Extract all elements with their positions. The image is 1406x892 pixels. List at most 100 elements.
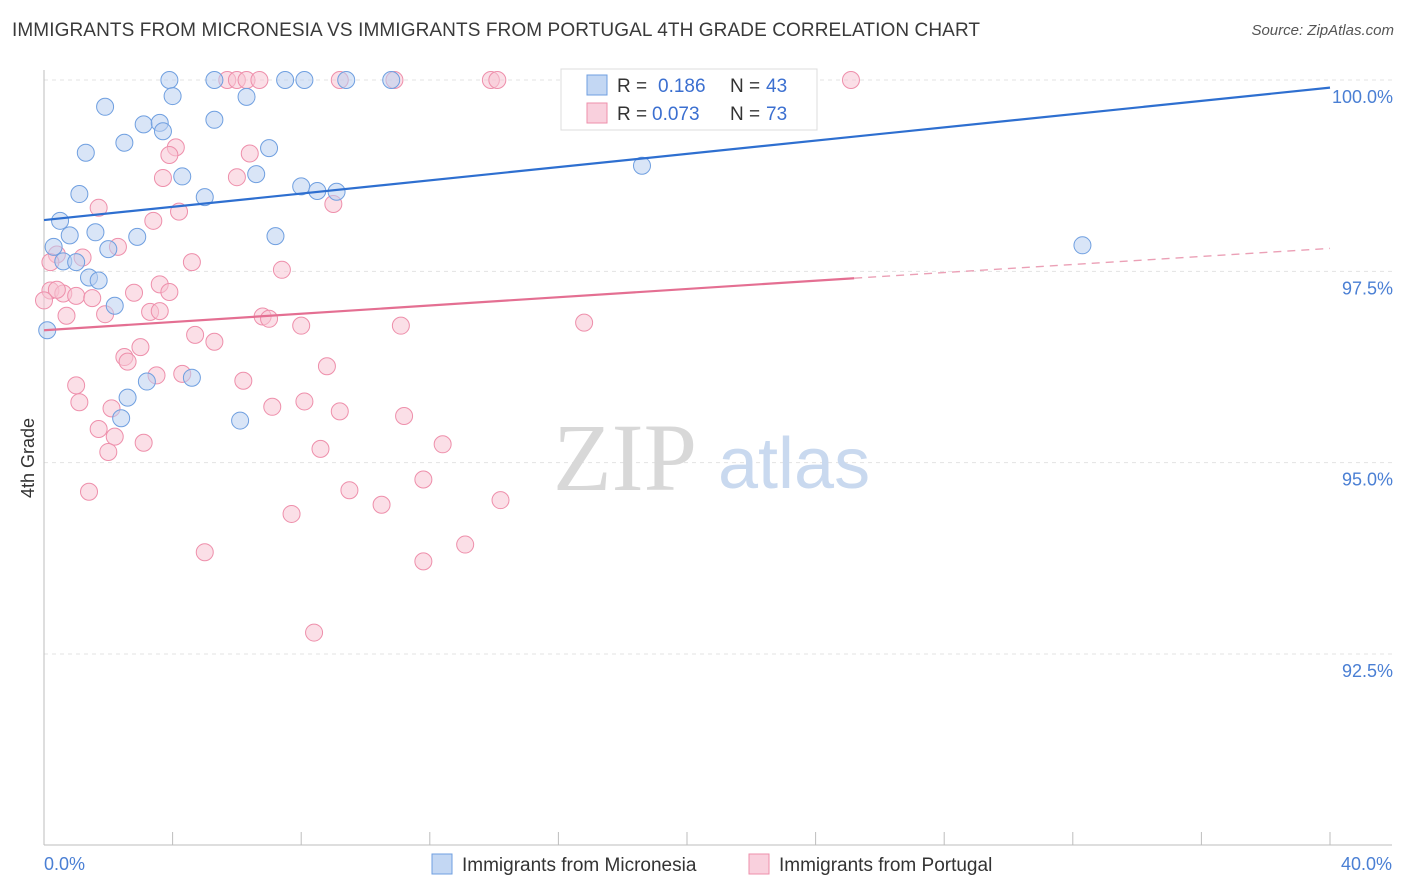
data-point-portugal [160,282,179,301]
data-point-portugal [205,332,224,351]
data-point-micronesia [632,156,651,175]
data-point-micronesia [382,71,401,89]
watermark: ZIP atlas [553,404,870,511]
legend-r-label: R = [617,104,647,125]
data-point-portugal [182,253,201,272]
data-point-portugal [131,338,150,357]
data-point-micronesia [112,409,131,428]
data-point-portugal [35,291,53,310]
legend-n-label: N = [730,76,760,97]
data-point-portugal [67,286,86,305]
data-point-portugal [456,535,475,554]
bottom-legend-label-portugal: Immigrants from Portugal [779,855,992,876]
data-point-portugal [491,491,510,510]
data-point-micronesia [205,110,224,129]
data-point-portugal [575,313,594,332]
data-point-portugal [391,316,410,335]
data-point-micronesia [96,97,115,116]
data-point-portugal [330,402,349,421]
data-point-portugal [227,168,246,187]
data-point-portugal [263,397,282,416]
data-point-micronesia [182,368,201,387]
data-point-micronesia [86,223,105,242]
data-point-micronesia [134,115,153,134]
data-point-micronesia [195,188,214,207]
data-point-portugal [99,442,118,461]
data-point-portugal [70,393,89,412]
data-point-portugal [195,543,214,562]
data-point-portugal [250,71,269,89]
data-point-micronesia [76,143,95,162]
data-point-portugal [340,481,359,500]
data-point-portugal [83,289,102,308]
data-point-micronesia [44,237,63,256]
data-point-portugal [89,419,108,438]
data-point-micronesia [137,372,156,391]
data-point-micronesia [70,185,89,204]
data-point-micronesia [105,296,124,315]
data-point-micronesia [1073,236,1092,255]
x-tick-label-max: 40.0% [1341,854,1392,874]
data-point-portugal [89,198,108,217]
y-tick-label: 95.0% [1342,470,1393,490]
data-point-portugal [433,435,452,454]
data-point-portugal [488,71,507,89]
data-point-micronesia [327,182,346,201]
trend-line-micronesia [43,86,1331,222]
chart-title: IMMIGRANTS FROM MICRONESIA VS IMMIGRANTS… [12,20,981,41]
legend-r-label: R = [617,76,647,97]
legend-r-value-micronesia: 0.186 [658,76,706,97]
data-point-micronesia [118,388,137,407]
legend-swatch-portugal [586,102,608,124]
data-point-micronesia [128,227,147,246]
legend-box: R = 0.186 N = 43 R = 0.073 N = 73 [560,68,818,131]
legend-n-value-portugal: 73 [766,104,787,125]
bottom-legend-swatch-micronesia [431,853,453,875]
data-point-micronesia [247,165,266,184]
trend-line-dashed-portugal [854,247,1331,279]
x-ticks [43,832,1331,845]
data-point-portugal [305,623,324,642]
legend-swatch-micronesia [586,74,608,96]
y-tick-label: 100.0% [1332,87,1393,107]
data-point-micronesia [205,71,224,89]
data-point-portugal [395,406,414,425]
data-point-portugal [311,439,330,458]
data-point-micronesia [260,139,279,158]
data-points [35,71,1092,642]
y-tick-labels: 100.0% 97.5% 95.0% 92.5% [1332,87,1393,681]
data-point-portugal [57,306,76,325]
axes [43,70,1392,846]
data-point-micronesia [276,71,295,89]
bottom-legend: Immigrants from Micronesia Immigrants fr… [431,853,992,876]
bottom-legend-label-micronesia: Immigrants from Micronesia [462,855,697,876]
data-point-micronesia [163,87,182,106]
data-point-portugal [240,144,259,163]
trend-lines [43,86,1331,332]
data-point-portugal [282,504,301,523]
data-point-portugal [118,352,137,371]
y-tick-label: 97.5% [1342,278,1393,298]
data-point-portugal [414,470,433,489]
legend-n-label: N = [730,104,760,125]
bottom-legend-swatch-portugal [748,853,770,875]
data-point-micronesia [160,71,179,89]
chart-source: Source: ZipAtlas.com [1251,22,1394,39]
data-point-portugal [372,495,391,514]
data-point-portugal [144,211,163,230]
data-point-micronesia [173,167,192,186]
data-point-portugal [67,376,86,395]
data-point-portugal [295,392,314,411]
y-axis-title: 4th Grade [18,418,38,498]
data-point-micronesia [153,122,172,141]
data-point-portugal [80,482,99,501]
data-point-portugal [134,433,153,452]
data-point-portugal [160,146,179,165]
data-point-portugal [47,280,66,299]
data-point-micronesia [60,226,79,245]
data-point-portugal [125,283,144,302]
data-point-portugal [272,260,291,279]
data-point-micronesia [99,240,118,259]
trend-line-portugal [43,277,855,332]
legend-r-value-portugal: 0.073 [652,104,700,125]
